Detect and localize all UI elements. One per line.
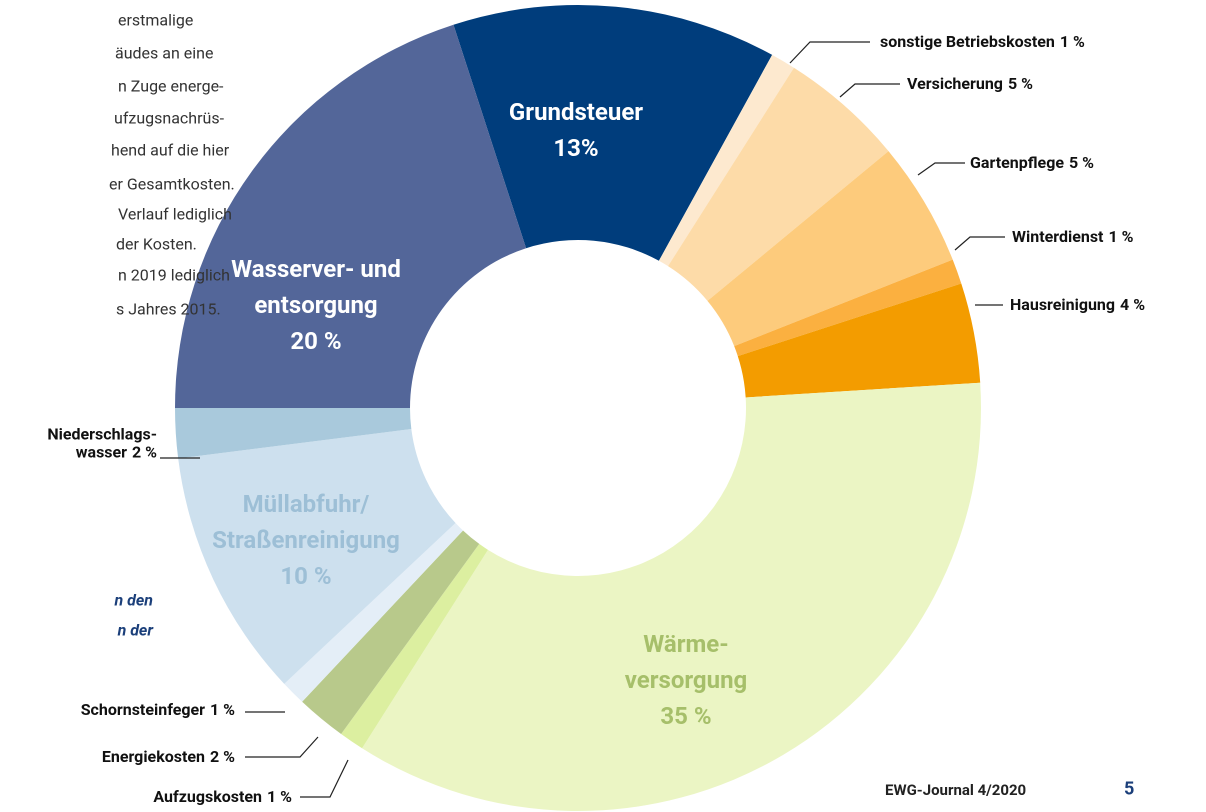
donut-segment xyxy=(734,259,962,357)
segment-value: 10 % xyxy=(280,562,332,590)
segment-name: sonstige Betriebskosten xyxy=(880,31,1055,51)
segment-name: Wärme- versorgung xyxy=(624,630,748,694)
segment-label: Hausreinigung 4 % xyxy=(1010,294,1146,314)
segment-value: 1 % xyxy=(210,699,235,719)
segment-name: Niederschlags- wasser xyxy=(47,424,157,462)
leader-line xyxy=(789,41,870,64)
segment-label: Wärme- versorgung 35 % xyxy=(625,626,748,734)
segment-label: Grundsteuer 13% xyxy=(509,94,643,166)
leader-line xyxy=(300,759,349,798)
segment-value: 4 % xyxy=(1120,294,1146,314)
segment-name: Hausreinigung xyxy=(1010,294,1116,314)
segment-label: Winterdienst 1 % xyxy=(1012,226,1134,246)
segment-label: Gartenpflege 5 % xyxy=(970,152,1094,172)
segment-label: Müllabfuhr/ Straßenreinigung 10 % xyxy=(212,486,400,594)
leader-line xyxy=(839,83,900,98)
donut-segment xyxy=(302,530,480,735)
segment-label: Niederschlags- wasser 2 % xyxy=(47,424,157,463)
body-text-line: erstmalige xyxy=(118,10,194,30)
segment-value: 2 % xyxy=(132,443,157,462)
leader-line xyxy=(245,736,319,758)
body-text-line: ufzugsnachrüs- xyxy=(114,108,225,128)
segment-name: Müllabfuhr/ Straßenreinigung xyxy=(212,490,400,554)
leader-line xyxy=(917,162,965,176)
segment-label: Schornsteinfeger 1 % xyxy=(80,699,235,719)
segment-name: Schornsteinfeger xyxy=(80,699,206,719)
segment-value: 2 % xyxy=(210,746,235,766)
segment-value: 5 % xyxy=(1007,73,1033,93)
body-text-line: der Kosten. xyxy=(116,234,197,254)
body-text-line: er Gesamtkosten. xyxy=(109,174,235,194)
leader-line xyxy=(954,236,1005,251)
donut-segment xyxy=(658,54,794,267)
donut-segment xyxy=(175,24,527,409)
body-text-line: Verlauf lediglich xyxy=(118,204,232,224)
segment-name: Versicherung xyxy=(907,73,1003,93)
body-text-line: hend auf die hier xyxy=(111,140,230,160)
segment-label: Versicherung 5 % xyxy=(907,73,1033,93)
body-text-line: n Zuge energe- xyxy=(118,76,224,96)
caption-line: n den xyxy=(114,590,153,610)
segment-name: Gartenpflege xyxy=(970,152,1064,172)
page-number: 5 xyxy=(1124,778,1135,800)
donut-segment xyxy=(178,429,456,684)
segment-name: Aufzugskosten xyxy=(153,786,263,806)
caption-line: n der xyxy=(117,620,153,640)
segment-name: Energiekosten xyxy=(101,746,206,766)
body-text-line: n 2019 lediglich xyxy=(118,265,230,285)
segment-name: Winterdienst xyxy=(1012,226,1104,246)
donut-segment xyxy=(453,4,773,261)
segment-label: sonstige Betriebskosten 1 % xyxy=(880,31,1085,51)
segment-value: 13% xyxy=(553,134,599,162)
donut-segment xyxy=(284,523,463,702)
donut-segment xyxy=(737,283,981,398)
segment-label: Energiekosten 2 % xyxy=(101,746,235,766)
segment-value: 1 % xyxy=(267,786,292,806)
donut-segment xyxy=(362,382,982,811)
segment-value: 35 % xyxy=(660,702,712,730)
donut-segment xyxy=(175,408,412,459)
segment-value: 5 % xyxy=(1068,152,1094,172)
segment-label: Wasserver- und entsorgung 20 % xyxy=(231,251,401,359)
donut-segment xyxy=(668,67,889,301)
donut-segment xyxy=(707,151,953,347)
segment-name: Grundsteuer xyxy=(508,98,644,126)
segment-value: 1 % xyxy=(1059,31,1085,51)
segment-value: 20 % xyxy=(290,327,342,355)
journal: EWG-Journal 4/2020 xyxy=(885,781,1027,799)
segment-label: Aufzugskosten 1 % xyxy=(153,786,292,806)
body-text-line: äudes an eine xyxy=(115,43,214,63)
segment-name: Wasserver- und entsorgung xyxy=(231,255,401,319)
body-text-line: s Jahres 2015. xyxy=(116,299,221,319)
donut-segment xyxy=(341,543,488,749)
segment-value: 1 % xyxy=(1108,226,1134,246)
